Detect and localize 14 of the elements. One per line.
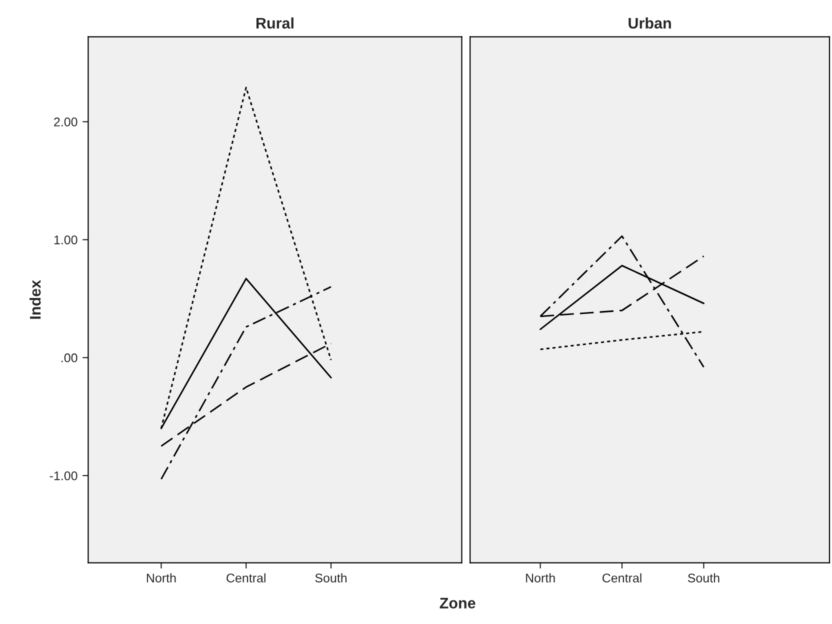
y-tick-label: -1.00: [50, 471, 78, 480]
chart-title: Urban: [628, 17, 671, 29]
x-tick-label: North: [146, 573, 176, 582]
x-tick-label: South: [315, 573, 347, 582]
x-axis-title: Zone: [440, 598, 476, 608]
y-axis-title: Index: [29, 280, 41, 319]
x-tick-label: Central: [226, 573, 266, 582]
x-tick-label: Central: [602, 573, 642, 582]
y-tick-label: 1.00: [54, 235, 78, 244]
y-tick-label: .00: [62, 353, 78, 362]
x-tick-label: North: [526, 573, 555, 582]
y-tick-label: 2.00: [54, 118, 78, 126]
x-tick-label: South: [688, 573, 720, 582]
chart-title: Rural: [256, 17, 294, 29]
